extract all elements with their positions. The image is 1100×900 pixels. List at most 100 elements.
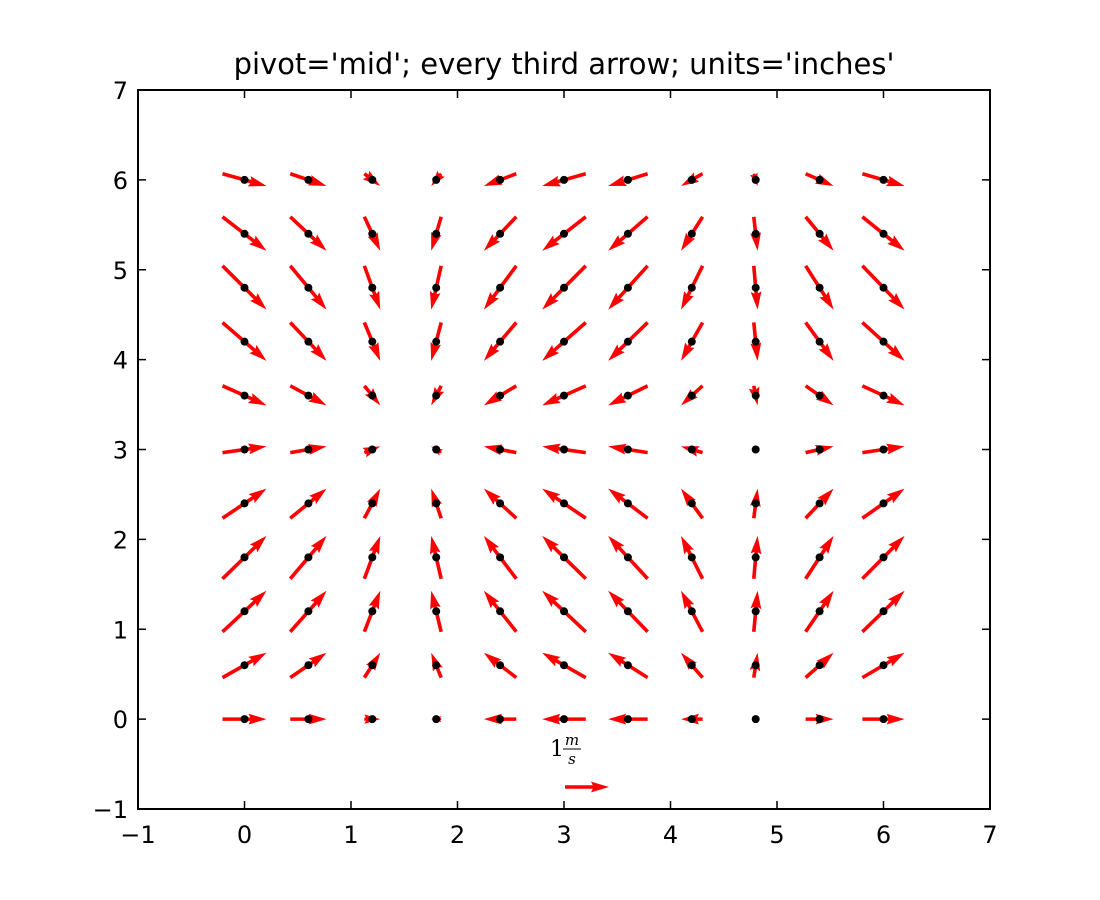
point bbox=[432, 553, 441, 562]
point bbox=[496, 553, 505, 562]
point bbox=[751, 175, 760, 184]
point bbox=[687, 607, 696, 616]
point bbox=[240, 391, 249, 400]
point bbox=[815, 445, 824, 454]
point bbox=[560, 499, 568, 508]
point bbox=[751, 445, 760, 454]
point bbox=[304, 445, 313, 454]
chart-title: pivot='mid'; every third arrow; units='i… bbox=[234, 47, 895, 81]
x-tick-label: 0 bbox=[237, 821, 252, 849]
point bbox=[368, 607, 377, 616]
point bbox=[432, 391, 441, 400]
point bbox=[879, 283, 888, 292]
point bbox=[560, 607, 568, 616]
point bbox=[496, 391, 505, 400]
point bbox=[751, 283, 760, 292]
point bbox=[240, 445, 249, 454]
point bbox=[687, 661, 696, 670]
point bbox=[687, 445, 696, 454]
point bbox=[240, 229, 249, 238]
point bbox=[368, 283, 377, 292]
point bbox=[879, 499, 888, 508]
point bbox=[560, 175, 568, 184]
point bbox=[623, 229, 632, 238]
point bbox=[815, 337, 824, 346]
point bbox=[751, 499, 760, 508]
point bbox=[623, 175, 632, 184]
point bbox=[240, 283, 249, 292]
point bbox=[432, 337, 441, 346]
point bbox=[879, 391, 888, 400]
point bbox=[240, 175, 249, 184]
point bbox=[751, 391, 760, 400]
point bbox=[623, 391, 632, 400]
point bbox=[879, 337, 888, 346]
point bbox=[687, 175, 696, 184]
point bbox=[560, 661, 568, 670]
point bbox=[368, 553, 377, 562]
key-arrow bbox=[565, 781, 609, 793]
point bbox=[751, 553, 760, 562]
point bbox=[240, 661, 249, 670]
point bbox=[815, 715, 824, 724]
point bbox=[368, 499, 377, 508]
x-tick-label: 1 bbox=[343, 821, 358, 849]
point bbox=[240, 499, 249, 508]
point bbox=[368, 391, 377, 400]
point bbox=[623, 499, 632, 508]
point bbox=[496, 229, 505, 238]
point bbox=[432, 445, 441, 454]
point bbox=[368, 229, 377, 238]
point bbox=[623, 283, 632, 292]
point bbox=[304, 499, 313, 508]
y-tick-label: 7 bbox=[113, 77, 128, 105]
point bbox=[560, 337, 568, 346]
point bbox=[751, 715, 760, 724]
point bbox=[815, 499, 824, 508]
point bbox=[432, 229, 441, 238]
point bbox=[304, 553, 313, 562]
point bbox=[687, 715, 696, 724]
point bbox=[687, 337, 696, 346]
point bbox=[879, 175, 888, 184]
point bbox=[304, 661, 313, 670]
x-tick-label: 5 bbox=[769, 821, 784, 849]
point bbox=[751, 607, 760, 616]
point bbox=[879, 607, 888, 616]
point bbox=[560, 715, 568, 724]
point bbox=[751, 229, 760, 238]
key-unit-denominator: s bbox=[568, 750, 576, 768]
point bbox=[432, 715, 441, 724]
y-tick-label: 3 bbox=[113, 437, 128, 465]
point bbox=[751, 661, 760, 670]
point bbox=[496, 175, 505, 184]
point bbox=[879, 661, 888, 670]
point bbox=[687, 229, 696, 238]
point bbox=[496, 607, 505, 616]
point bbox=[687, 553, 696, 562]
x-tick-label: 7 bbox=[982, 821, 997, 849]
point bbox=[240, 337, 249, 346]
point bbox=[304, 337, 313, 346]
point bbox=[815, 175, 824, 184]
point bbox=[496, 445, 505, 454]
point bbox=[496, 715, 505, 724]
point bbox=[751, 337, 760, 346]
y-tick-label: 4 bbox=[113, 347, 128, 375]
y-tick-label: 1 bbox=[113, 616, 128, 644]
point bbox=[304, 229, 313, 238]
point bbox=[879, 445, 888, 454]
point bbox=[687, 283, 696, 292]
point bbox=[623, 715, 632, 724]
x-tick-label: −1 bbox=[120, 821, 155, 849]
point bbox=[368, 337, 377, 346]
point bbox=[432, 607, 441, 616]
point bbox=[304, 175, 313, 184]
point bbox=[432, 661, 441, 670]
point bbox=[496, 661, 505, 670]
point bbox=[368, 715, 377, 724]
point bbox=[560, 553, 568, 562]
point bbox=[560, 283, 568, 292]
